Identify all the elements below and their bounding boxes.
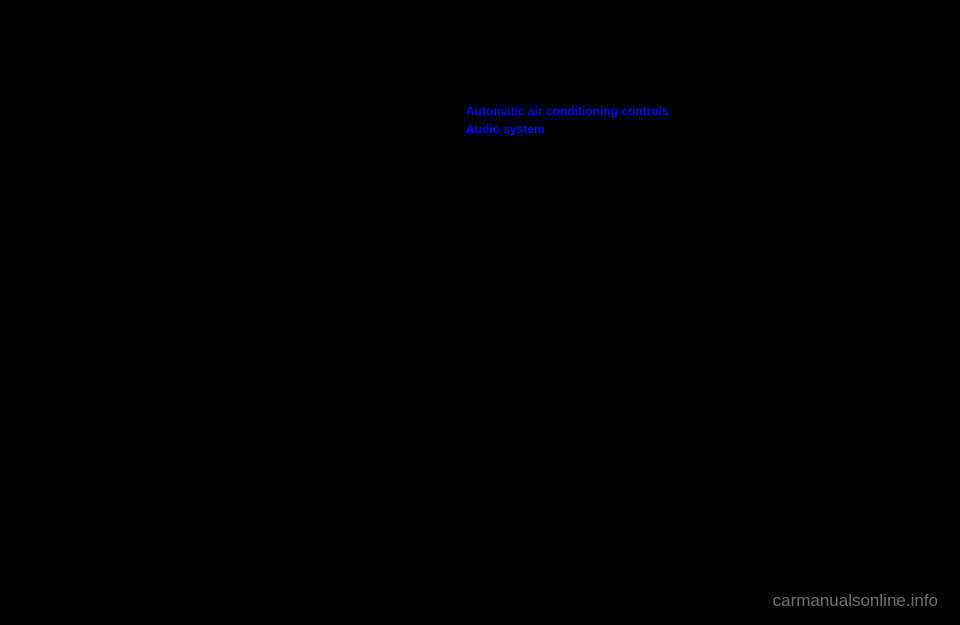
link-audio-system[interactable]: Audio system	[466, 122, 545, 136]
link-auto-ac[interactable]: Automatic air conditioning controls	[466, 104, 669, 118]
watermark-text: carmanualsonline.info	[773, 591, 938, 611]
